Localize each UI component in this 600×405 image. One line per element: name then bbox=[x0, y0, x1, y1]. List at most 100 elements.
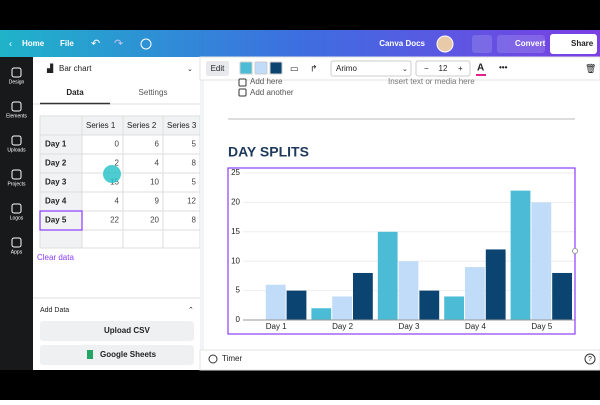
table-cell[interactable]: 20 bbox=[150, 216, 159, 225]
x-tick-label: Day 4 bbox=[465, 322, 486, 331]
table-cell[interactable]: 8 bbox=[192, 159, 197, 168]
table-cell[interactable]: 9 bbox=[155, 197, 160, 206]
redo[interactable]: ↷ bbox=[114, 38, 123, 50]
google-sheets-label: Google Sheets bbox=[100, 350, 157, 359]
rail-icon[interactable] bbox=[11, 237, 22, 248]
collapse-chevron[interactable]: ⌃ bbox=[188, 306, 194, 314]
insights-button[interactable] bbox=[472, 35, 492, 53]
table-cell[interactable]: 6 bbox=[155, 140, 160, 149]
rail-icon[interactable] bbox=[11, 169, 22, 180]
rail-icon[interactable] bbox=[11, 101, 22, 112]
row-header[interactable]: Day 2 bbox=[45, 159, 67, 168]
font-name: Arimo bbox=[336, 64, 357, 73]
increase-size[interactable]: + bbox=[458, 64, 463, 73]
undo[interactable]: ↶ bbox=[91, 38, 100, 50]
sheets-icon bbox=[87, 350, 93, 359]
spacing-icon[interactable]: ▭ bbox=[290, 63, 299, 73]
edit-button[interactable] bbox=[206, 61, 229, 76]
bar bbox=[332, 296, 352, 320]
table-cell[interactable]: 4 bbox=[155, 159, 160, 168]
rail-icon[interactable] bbox=[11, 135, 22, 146]
y-tick-label: 15 bbox=[231, 227, 240, 236]
x-tick-label: Day 5 bbox=[531, 322, 552, 331]
top-bar bbox=[0, 30, 600, 57]
chart-type[interactable]: Bar chart bbox=[59, 64, 92, 73]
google-sheets-button[interactable] bbox=[40, 345, 194, 365]
table-cell[interactable]: 22 bbox=[110, 216, 119, 225]
column-header[interactable]: Series 2 bbox=[127, 121, 157, 130]
color-swatch[interactable] bbox=[254, 61, 268, 75]
rail-icon[interactable] bbox=[11, 67, 22, 78]
upload-csv-label: Upload CSV bbox=[104, 326, 150, 335]
table-cell[interactable]: 12 bbox=[187, 197, 196, 206]
convert-button[interactable] bbox=[497, 35, 545, 53]
x-tick-label: Day 2 bbox=[332, 322, 353, 331]
y-tick-label: 10 bbox=[231, 256, 240, 265]
timer-button[interactable]: Timer bbox=[222, 354, 242, 363]
resize-handle[interactable] bbox=[572, 248, 578, 254]
home-button[interactable]: Home bbox=[22, 39, 45, 48]
bar bbox=[377, 231, 398, 320]
row-header[interactable]: Day 5 bbox=[45, 216, 67, 225]
table-cell[interactable]: 2 bbox=[115, 159, 120, 168]
checkbox[interactable] bbox=[238, 88, 247, 97]
checklist-item: Add here bbox=[250, 77, 283, 86]
rail-label: Logos bbox=[10, 215, 24, 221]
color-swatch[interactable] bbox=[239, 61, 253, 75]
share-button[interactable] bbox=[550, 34, 597, 54]
table-header-bg bbox=[40, 116, 200, 135]
line-style-icon[interactable]: ↱ bbox=[310, 63, 318, 73]
rail-label: Projects bbox=[7, 181, 26, 187]
help-icon: ? bbox=[588, 356, 592, 363]
table-cell[interactable]: 0 bbox=[115, 140, 120, 149]
tab-settings[interactable]: Settings bbox=[139, 88, 168, 97]
row-header[interactable]: Day 1 bbox=[45, 140, 67, 149]
font-select[interactable] bbox=[330, 60, 412, 77]
column-header[interactable]: Series 1 bbox=[86, 121, 116, 130]
column-header[interactable]: Series 3 bbox=[167, 121, 197, 130]
add-data-heading: Add Data bbox=[40, 307, 69, 314]
chart-title: DAY SPLITS bbox=[228, 144, 309, 160]
table-cell[interactable]: 5 bbox=[192, 140, 197, 149]
checklist-item: Add another bbox=[250, 88, 294, 97]
table-cell[interactable]: 5 bbox=[192, 178, 197, 187]
row-header[interactable]: Day 3 bbox=[45, 178, 67, 187]
bar bbox=[265, 284, 286, 320]
cursor-highlight bbox=[103, 165, 121, 183]
file-menu[interactable]: File bbox=[60, 39, 74, 48]
more-options[interactable]: ••• bbox=[499, 63, 508, 72]
selected-cell bbox=[39, 210, 83, 231]
doc-name[interactable]: Canva Docs bbox=[379, 39, 425, 48]
table-cell[interactable]: 8 bbox=[192, 216, 197, 225]
help-button[interactable] bbox=[584, 353, 596, 365]
y-tick-label: 0 bbox=[236, 315, 241, 324]
y-tick-label: 20 bbox=[231, 198, 240, 207]
bar bbox=[531, 202, 552, 320]
trash-icon[interactable]: 🗑 bbox=[585, 63, 596, 73]
upload-csv-button[interactable] bbox=[40, 321, 194, 341]
footer-bar bbox=[199, 349, 600, 371]
color-swatch[interactable] bbox=[269, 61, 283, 75]
decrease-size[interactable]: − bbox=[424, 64, 429, 73]
bar bbox=[398, 261, 419, 320]
bar bbox=[465, 267, 485, 320]
text-color-bar bbox=[476, 74, 486, 76]
table-cell[interactable]: 10 bbox=[150, 178, 159, 187]
table-cell[interactable]: 4 bbox=[115, 197, 120, 206]
text-color[interactable]: A bbox=[477, 63, 484, 74]
rail-icon[interactable] bbox=[11, 203, 22, 214]
font-chevron: ⌄ bbox=[402, 66, 408, 73]
clear-data[interactable]: Clear data bbox=[37, 253, 74, 262]
checkbox[interactable] bbox=[238, 78, 247, 87]
font-size[interactable]: 12 bbox=[439, 64, 448, 73]
tab-data[interactable]: Data bbox=[66, 88, 84, 97]
avatar[interactable] bbox=[436, 35, 454, 53]
dropdown-chevron[interactable]: ⌄ bbox=[187, 66, 193, 73]
placeholder-hint: Insert text or media here bbox=[388, 77, 475, 86]
y-tick-label: 25 bbox=[231, 168, 240, 177]
rail-label: Design bbox=[9, 79, 25, 85]
row-header[interactable]: Day 4 bbox=[45, 197, 67, 206]
bar bbox=[444, 296, 464, 320]
font-size-box bbox=[415, 60, 471, 77]
